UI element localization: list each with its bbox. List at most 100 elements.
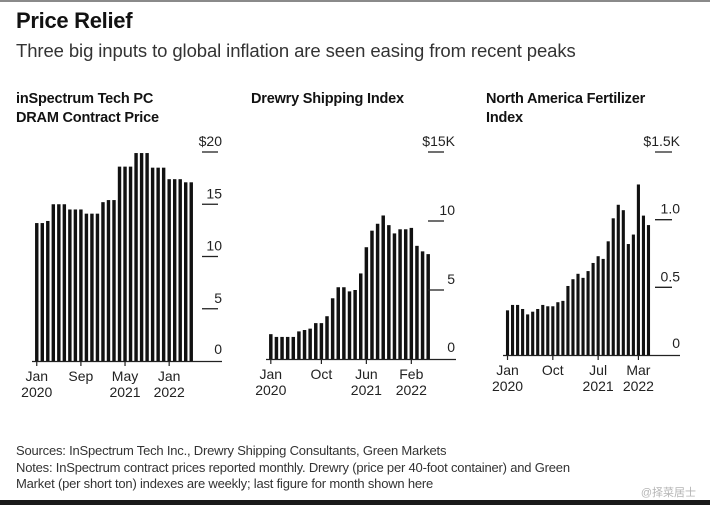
dram-bar bbox=[189, 182, 193, 361]
dram-bar bbox=[101, 202, 105, 361]
dram-bar bbox=[178, 179, 182, 361]
dram-bar bbox=[51, 204, 56, 361]
fertilizer-bar bbox=[606, 241, 610, 355]
shipping-bar bbox=[280, 336, 284, 359]
shipping-y-tick-label: 5 bbox=[447, 271, 455, 287]
fertilizer-bar bbox=[596, 256, 600, 355]
shipping-bar bbox=[409, 227, 414, 359]
dram-bar bbox=[167, 179, 171, 361]
fertilizer-bar bbox=[591, 262, 595, 355]
shipping-bar bbox=[370, 230, 374, 359]
panel-title-fertilizer-line2: Index bbox=[486, 110, 523, 126]
shipping-bar bbox=[291, 336, 296, 359]
dram-bar bbox=[139, 153, 144, 361]
fertilizer-bar bbox=[505, 310, 510, 355]
dram-bar bbox=[106, 200, 111, 361]
fertilizer-bar bbox=[566, 285, 570, 355]
dram-bar bbox=[57, 204, 61, 361]
dram-x-tick-year: 2020 bbox=[21, 384, 52, 400]
dram-bar bbox=[184, 182, 188, 361]
dram-x-tick-label: Jan bbox=[158, 368, 181, 384]
shipping-bar bbox=[364, 247, 369, 359]
fertilizer-bar bbox=[531, 311, 535, 355]
shipping-x-tick-year: 2022 bbox=[396, 382, 427, 398]
shipping-bar bbox=[375, 223, 380, 359]
fertilizer-y-tick-label: 0.5 bbox=[661, 268, 681, 284]
fertilizer-bar bbox=[516, 304, 520, 355]
shipping-x-tick-label: Jun bbox=[355, 366, 378, 382]
shipping-bar bbox=[398, 229, 402, 359]
fertilizer-y-tick-label: 1.0 bbox=[661, 201, 681, 217]
fertilizer-bar bbox=[546, 306, 550, 355]
footer-notes-line2: Market (per short ton) indexes are weekl… bbox=[16, 476, 434, 491]
shipping-bar bbox=[403, 229, 408, 359]
shipping-bar bbox=[319, 323, 324, 359]
shipping-y-tick-label: 10 bbox=[439, 202, 455, 218]
fertilizer-bar bbox=[611, 218, 615, 355]
shipping-bar bbox=[392, 233, 397, 359]
fertilizer-x-tick-label: Oct bbox=[542, 362, 564, 378]
shipping-bar bbox=[269, 334, 273, 359]
shipping-bar bbox=[308, 328, 312, 359]
dram-x-tick-year: 2022 bbox=[154, 384, 185, 400]
shipping-y-tick-label: $15K bbox=[422, 133, 455, 149]
dram-bar bbox=[95, 213, 100, 361]
fertilizer-x-tick-year: 2022 bbox=[623, 378, 654, 394]
shipping-bar bbox=[314, 323, 318, 359]
shipping-bar bbox=[387, 225, 391, 359]
dram-bar bbox=[123, 166, 127, 361]
fertilizer-bar bbox=[571, 279, 575, 355]
dram-y-tick-label: $20 bbox=[199, 133, 223, 149]
fertilizer-bar bbox=[576, 273, 580, 355]
bottom-border bbox=[0, 500, 710, 505]
fertilizer-bar bbox=[586, 271, 590, 355]
fertilizer-bar bbox=[556, 302, 560, 355]
shipping-bar bbox=[353, 290, 357, 359]
fertilizer-y-tick-label: 0 bbox=[672, 335, 680, 351]
shipping-x-tick-year: 2020 bbox=[255, 382, 286, 398]
dram-bar bbox=[172, 179, 177, 361]
shipping-bar bbox=[426, 254, 430, 359]
fertilizer-bar bbox=[646, 225, 651, 355]
fertilizer-x-tick-label: Mar bbox=[626, 362, 650, 378]
dram-bar bbox=[73, 209, 78, 361]
dram-bar bbox=[62, 204, 67, 361]
dram-x-tick-label: Jan bbox=[25, 368, 48, 384]
shipping-bar bbox=[342, 287, 346, 359]
panel-title-dram-line1: inSpectrum Tech PC bbox=[16, 91, 154, 107]
shipping-bar bbox=[347, 291, 352, 359]
dram-x-tick-year: 2021 bbox=[109, 384, 140, 400]
fertilizer-bar bbox=[536, 308, 540, 355]
fertilizer-bar bbox=[601, 258, 605, 355]
fertilizer-bar bbox=[526, 314, 530, 355]
panel-title-dram-line2: DRAM Contract Price bbox=[16, 110, 159, 126]
shipping-x-tick-label: Oct bbox=[311, 366, 333, 382]
dram-bar bbox=[79, 209, 83, 361]
fertilizer-bar bbox=[551, 306, 555, 355]
fertilizer-bar bbox=[641, 215, 646, 355]
dram-y-tick-label: 5 bbox=[214, 290, 222, 306]
dram-y-tick-label: 10 bbox=[206, 238, 222, 254]
shipping-bar bbox=[336, 287, 340, 359]
fertilizer-bar bbox=[561, 300, 565, 355]
panel-title-fertilizer-line1: North America Fertilizer bbox=[486, 91, 646, 107]
dram-bar bbox=[145, 153, 149, 361]
fertilizer-x-tick-label: Jan bbox=[496, 362, 519, 378]
fertilizer-bar bbox=[510, 304, 515, 355]
dram-bar bbox=[68, 209, 72, 361]
shipping-bar bbox=[285, 336, 290, 359]
dram-bar bbox=[112, 200, 116, 361]
footer-notes-line1: Notes: InSpectrum contract prices report… bbox=[16, 459, 570, 475]
dram-bar bbox=[134, 153, 138, 361]
fertilizer-bar bbox=[621, 210, 625, 355]
fertilizer-bar bbox=[636, 184, 640, 355]
dram-bar bbox=[156, 167, 160, 361]
dram-bar bbox=[35, 223, 39, 361]
footer-notes: Sources: InSpectrum Tech Inc., Drewry Sh… bbox=[16, 443, 570, 493]
dram-bar bbox=[117, 166, 122, 361]
dram-bar bbox=[150, 167, 155, 361]
dram-bar bbox=[161, 167, 166, 361]
fertilizer-x-tick-year: 2020 bbox=[492, 378, 523, 394]
